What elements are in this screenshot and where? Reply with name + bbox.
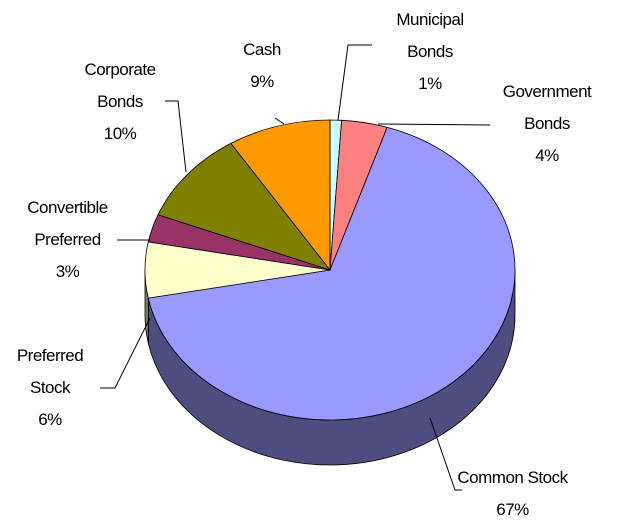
category-name: Government Bonds [502, 82, 592, 133]
leader-line [337, 44, 372, 121]
category-name: Common Stock [457, 468, 568, 487]
leader-line [377, 123, 491, 126]
percent-label: 3% [55, 262, 80, 281]
slice-label: Municipal Bonds 1% [385, 4, 475, 100]
slice-label: Preferred Stock 6% [0, 340, 100, 436]
category-name: Cash [243, 40, 281, 59]
percent-label: 10% [103, 124, 137, 143]
percent-label: 9% [250, 72, 274, 91]
category-name: Municipal Bonds [396, 10, 464, 61]
category-name: Corporate Bonds [84, 60, 156, 111]
percent-label: 6% [38, 410, 62, 429]
slice-label: Corporate Bonds 10% [60, 54, 180, 150]
percent-label: 1% [418, 74, 442, 93]
leader-line [100, 317, 151, 389]
slice-label: Common Stock 67% [445, 462, 580, 521]
pie-slice [230, 119, 331, 272]
leader-line [429, 417, 462, 491]
slice-label: Government Bonds 4% [482, 76, 612, 172]
leader-line [165, 100, 187, 173]
pie-slice [157, 142, 332, 271]
leader-line [274, 117, 285, 125]
percent-label: 67% [496, 500, 529, 519]
category-name: Preferred Stock [16, 346, 84, 397]
category-name: Convertible Preferred [27, 198, 108, 249]
percent-label: 4% [535, 146, 559, 165]
slice-label: Cash 9% [230, 34, 294, 98]
pie-slice [147, 126, 516, 421]
slice-label: Convertible Preferred 3% [5, 192, 130, 288]
